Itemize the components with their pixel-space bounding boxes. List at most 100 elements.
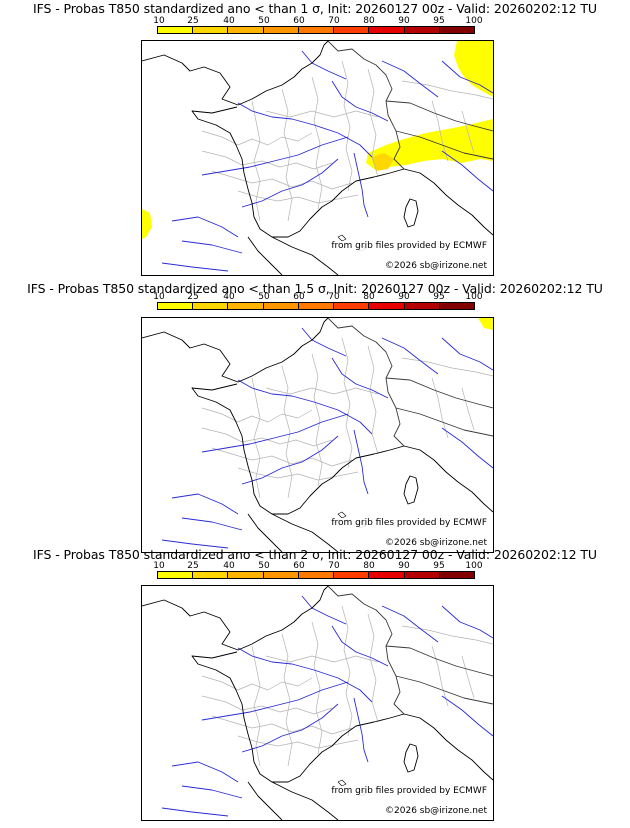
department-boundary: [265, 387, 379, 395]
map-panel-1: IFS - Probas T850 standardized ano < tha…: [0, 0, 630, 276]
legend-swatch: [439, 27, 474, 33]
river-line: [181, 240, 243, 254]
river-line: [181, 785, 243, 799]
river-line: [353, 697, 369, 763]
country-border: [327, 318, 493, 447]
river-line: [353, 152, 369, 218]
river-line: [201, 681, 349, 721]
river-line: [331, 625, 389, 667]
department-boundary: [201, 695, 333, 715]
department-boundary: [367, 613, 379, 723]
map-panel-2: IFS - Probas T850 standardized ano < tha…: [0, 272, 630, 553]
france-probability-map: from grib files provided by ECMWF ©2026 …: [141, 317, 494, 553]
legend-tick-label: 25: [187, 292, 199, 302]
france-probability-map: from grib files provided by ECMWF ©2026 …: [141, 40, 494, 276]
department-boundary: [401, 357, 493, 377]
legend-swatch: [404, 572, 440, 578]
river-line: [237, 102, 373, 158]
river-line: [201, 136, 349, 176]
river-line: [441, 150, 493, 192]
legend-tick-label: 40: [223, 561, 235, 571]
legend-tick-label: 95: [433, 16, 445, 26]
probability-area: [454, 41, 493, 97]
balearic-island: [337, 511, 347, 519]
legend-tick-label: 90: [398, 292, 410, 302]
legend-swatch: [334, 27, 370, 33]
river-line: [241, 158, 339, 208]
legend-swatch: [404, 27, 440, 33]
legend-tick-label: 50: [258, 561, 270, 571]
legend-tick-label: 50: [258, 292, 270, 302]
corsica-island: [403, 475, 419, 505]
source-credit: from grib files provided by ECMWF: [331, 518, 487, 529]
river-line: [237, 379, 373, 435]
probability-area: [478, 318, 493, 330]
river-line: [181, 517, 243, 531]
panel-title: IFS - Probas T850 standardized ano < tha…: [33, 547, 597, 562]
map-panel-3: IFS - Probas T850 standardized ano < tha…: [0, 544, 630, 821]
coastline: [142, 41, 493, 238]
department-boundary: [341, 60, 353, 192]
legend-swatch: [193, 27, 229, 33]
legend-swatch: [369, 27, 405, 33]
legend-swatch: [298, 572, 335, 578]
river-line: [441, 605, 493, 639]
panel-title: IFS - Probas T850 standardized ano < tha…: [33, 1, 597, 16]
legend-swatch: [298, 303, 335, 309]
probability-legend-bar: [157, 571, 475, 579]
coastline-spain: [247, 781, 339, 820]
france-probability-map: from grib files provided by ECMWF ©2026 …: [141, 585, 494, 821]
coastline: [142, 586, 493, 783]
legend-tick-label: 90: [398, 561, 410, 571]
river-line: [171, 493, 239, 515]
corsica-island: [403, 198, 419, 228]
river-line: [331, 80, 389, 122]
legend-tick-label: 90: [398, 16, 410, 26]
map-svg: [142, 586, 493, 820]
river-line: [441, 60, 493, 94]
department-boundary: [251, 100, 261, 222]
legend-tick-label: 70: [328, 292, 340, 302]
probability-area: [482, 41, 493, 51]
department-boundary: [201, 150, 333, 170]
river-line: [353, 429, 369, 495]
source-credit: from grib files provided by ECMWF: [331, 786, 487, 797]
legend-swatch: [404, 303, 440, 309]
balearic-island: [337, 779, 347, 787]
legend-swatch: [263, 27, 299, 33]
river-line: [161, 262, 229, 272]
legend-swatch: [263, 303, 299, 309]
legend-tick-label: 40: [223, 16, 235, 26]
river-line: [171, 761, 239, 783]
department-boundary: [281, 365, 293, 499]
legend-ticks: 10 25 40 50 60 70 80 90 95 100: [140, 292, 482, 302]
legend-tick-label: 100: [465, 561, 483, 571]
department-boundary: [201, 130, 313, 146]
coastline: [142, 318, 493, 515]
department-boundary: [201, 427, 333, 447]
department-boundary: [401, 625, 493, 645]
department-boundary: [367, 345, 379, 455]
probability-area: [372, 153, 394, 171]
legend-swatch: [193, 303, 229, 309]
department-boundary: [281, 88, 293, 222]
legend-swatch: [334, 303, 370, 309]
legend-swatch: [439, 303, 474, 309]
legend-tick-label: 80: [363, 16, 375, 26]
legend-tick-label: 95: [433, 561, 445, 571]
legend-ticks: 10 25 40 50 60 70 80 90 95 100: [140, 561, 482, 571]
legend-swatch: [369, 303, 405, 309]
department-boundary: [201, 407, 313, 423]
coastline-spain: [247, 513, 339, 552]
department-boundary: [251, 645, 261, 767]
department-boundary: [265, 655, 379, 663]
legend-swatch: [263, 572, 299, 578]
legend-swatch: [193, 572, 229, 578]
department-boundary: [341, 605, 353, 737]
department-boundary: [431, 100, 475, 162]
legend-swatch: [158, 303, 194, 309]
country-border: [327, 586, 493, 715]
probability-legend-bar: [157, 26, 475, 34]
legend-tick-label: 25: [187, 561, 199, 571]
river-line: [441, 337, 493, 371]
